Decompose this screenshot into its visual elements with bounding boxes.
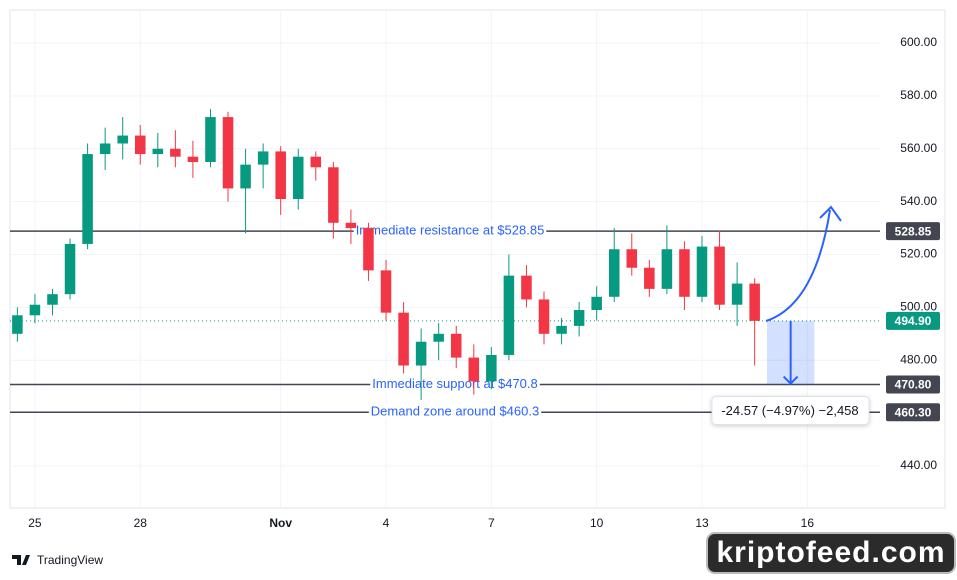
last-price-tag-bg — [886, 311, 940, 330]
candle-body — [450, 333, 462, 358]
watermark: kriptofeed.com — [706, 532, 956, 574]
candle-body — [486, 354, 497, 382]
candle-body — [275, 151, 286, 199]
candle-body — [187, 156, 199, 162]
candle-body — [117, 135, 128, 144]
plot-frame — [9, 9, 946, 509]
x-tick-label: 7 — [488, 516, 495, 530]
brand-icon — [12, 555, 30, 565]
x-tick-label: 10 — [590, 516, 604, 530]
level-text: Immediate support at $470.8 — [372, 376, 538, 391]
level-tag-bg — [886, 375, 940, 394]
level-text-bg — [370, 375, 540, 391]
level-tag-bg — [886, 222, 940, 241]
watermark-text: kriptofeed.com — [716, 536, 945, 569]
candle-body — [380, 270, 392, 313]
measure-label: -24.57 (−4.97%) −2,458 — [721, 403, 858, 418]
candle-body — [661, 249, 673, 289]
candle-body — [415, 341, 427, 366]
candle-body — [731, 283, 743, 305]
candle-body — [345, 222, 357, 229]
x-tick-label: 28 — [134, 516, 148, 530]
candle-body — [328, 167, 339, 223]
x-tick-label: 13 — [695, 516, 709, 530]
candle-body — [134, 135, 146, 155]
candle-body — [573, 310, 585, 326]
x-tick-label: Nov — [269, 516, 292, 530]
y-tick-label: 600.00 — [900, 35, 937, 49]
candle-body — [64, 243, 76, 295]
candles — [12, 109, 760, 400]
candle-body — [608, 249, 620, 297]
candle-body — [170, 148, 181, 157]
candle-body — [679, 249, 690, 297]
y-tick-label: 520.00 — [900, 247, 937, 261]
last-price-tag: 494.90 — [895, 314, 932, 328]
y-tick-label: 560.00 — [900, 141, 937, 155]
y-tick-label: 440.00 — [900, 458, 937, 472]
projection-arrow — [765, 209, 831, 322]
level-text: Demand zone around $460.3 — [371, 404, 539, 419]
level-text-bg — [368, 403, 542, 419]
projection-arrow-head — [819, 205, 842, 222]
candle-body — [310, 156, 322, 168]
candle-body — [12, 315, 23, 334]
candle-body — [644, 267, 655, 289]
measure-arrow-head — [782, 375, 799, 385]
x-tick-label: 4 — [383, 516, 390, 530]
candle-body — [398, 312, 409, 366]
axis: 440.00 480.00 500.00 520.00 540.00 560.00 580.… — [28, 35, 940, 530]
candle-body — [556, 325, 567, 334]
candle-body — [205, 117, 216, 162]
candle-body — [222, 117, 234, 189]
candle-body — [521, 275, 532, 300]
level-tag-bg — [886, 403, 940, 422]
overlay: -24.57 (−4.97%) −2,458 — [711, 205, 870, 426]
candle-body — [257, 151, 269, 165]
grid — [10, 10, 880, 508]
candle-body — [240, 164, 251, 189]
candle-body — [82, 154, 93, 244]
watermark-box — [706, 532, 956, 574]
candle-body — [503, 275, 515, 355]
candle-body — [152, 148, 164, 155]
candle-body — [749, 283, 760, 321]
brand-logo: TradingView — [12, 553, 103, 567]
candle-body — [468, 357, 480, 382]
level-text-bg — [353, 222, 547, 238]
level-text: Immediate resistance at $528.85 — [356, 223, 545, 238]
y-tick-label: 580.00 — [900, 88, 937, 102]
brand-text: TradingView — [37, 553, 103, 567]
x-tick-label: 25 — [28, 516, 42, 530]
level-tag: 470.80 — [895, 378, 932, 392]
levels: Immediate resistance at $528.85 Immediate… — [10, 222, 880, 419]
candle-body — [433, 333, 444, 342]
candle-body — [292, 156, 304, 199]
candle-body — [591, 296, 602, 311]
candle-body — [99, 143, 111, 155]
level-tag: 460.30 — [895, 405, 932, 419]
candle-body — [29, 304, 41, 316]
x-tick-label: 16 — [801, 516, 815, 530]
candle-body — [696, 246, 708, 297]
candle-body — [714, 246, 725, 305]
level-tag: 528.85 — [895, 224, 932, 238]
candle-body — [626, 249, 638, 268]
candle-body — [363, 228, 374, 271]
candle-body — [47, 294, 58, 305]
measure-label-bg — [711, 396, 870, 426]
y-tick-label: 500.00 — [900, 300, 937, 314]
y-tick-label: 480.00 — [900, 352, 937, 366]
candle-body — [538, 299, 550, 334]
y-tick-label: 540.00 — [900, 194, 937, 208]
